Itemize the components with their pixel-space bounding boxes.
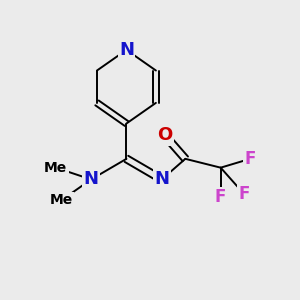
Text: Me: Me (44, 161, 68, 175)
Text: F: F (215, 188, 226, 206)
Text: N: N (84, 170, 99, 188)
Text: N: N (154, 170, 169, 188)
Text: O: O (157, 126, 172, 144)
Text: N: N (119, 41, 134, 59)
Text: F: F (244, 150, 256, 168)
Text: F: F (238, 185, 250, 203)
Text: Me: Me (50, 193, 73, 207)
